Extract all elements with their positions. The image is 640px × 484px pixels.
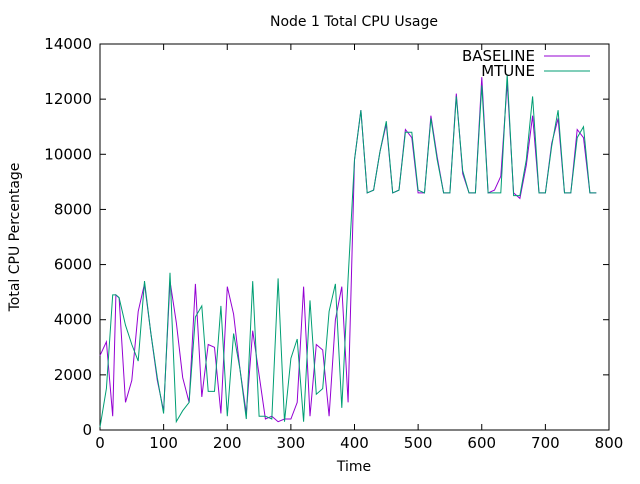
series-layer xyxy=(99,74,597,428)
y-tick-label: 4000 xyxy=(54,311,92,329)
y-tick-label: 2000 xyxy=(54,366,92,384)
series-line-mtune xyxy=(99,74,597,428)
x-tick-label: 800 xyxy=(595,434,624,452)
axis-ticks: 0 100 200 300 400 500 600 700 800020004000600080… xyxy=(44,35,623,452)
y-tick-label: 10000 xyxy=(44,145,92,163)
legend-label-baseline: BASELINE xyxy=(462,47,535,65)
legend-label-mtune: MTUNE xyxy=(481,62,535,80)
y-tick-label: 8000 xyxy=(54,200,92,218)
x-tick-label: 500 xyxy=(404,434,433,452)
y-axis-label: Total CPU Percentage xyxy=(7,163,23,313)
y-tick-label: 12000 xyxy=(44,90,92,108)
x-tick-label: 100 xyxy=(149,434,178,452)
y-tick-label: 6000 xyxy=(54,256,92,274)
y-tick-label: 0 xyxy=(82,421,92,439)
y-tick-label: 14000 xyxy=(44,35,92,53)
chart-title: Node 1 Total CPU Usage xyxy=(270,14,438,30)
x-tick-label: 0 xyxy=(95,434,105,452)
x-tick-label: 300 xyxy=(277,434,306,452)
x-tick-label: 400 xyxy=(340,434,369,452)
x-tick-label: 200 xyxy=(213,434,242,452)
x-tick-label: 600 xyxy=(467,434,496,452)
x-tick-label: 700 xyxy=(531,434,560,452)
x-axis-label: Time xyxy=(336,459,371,475)
